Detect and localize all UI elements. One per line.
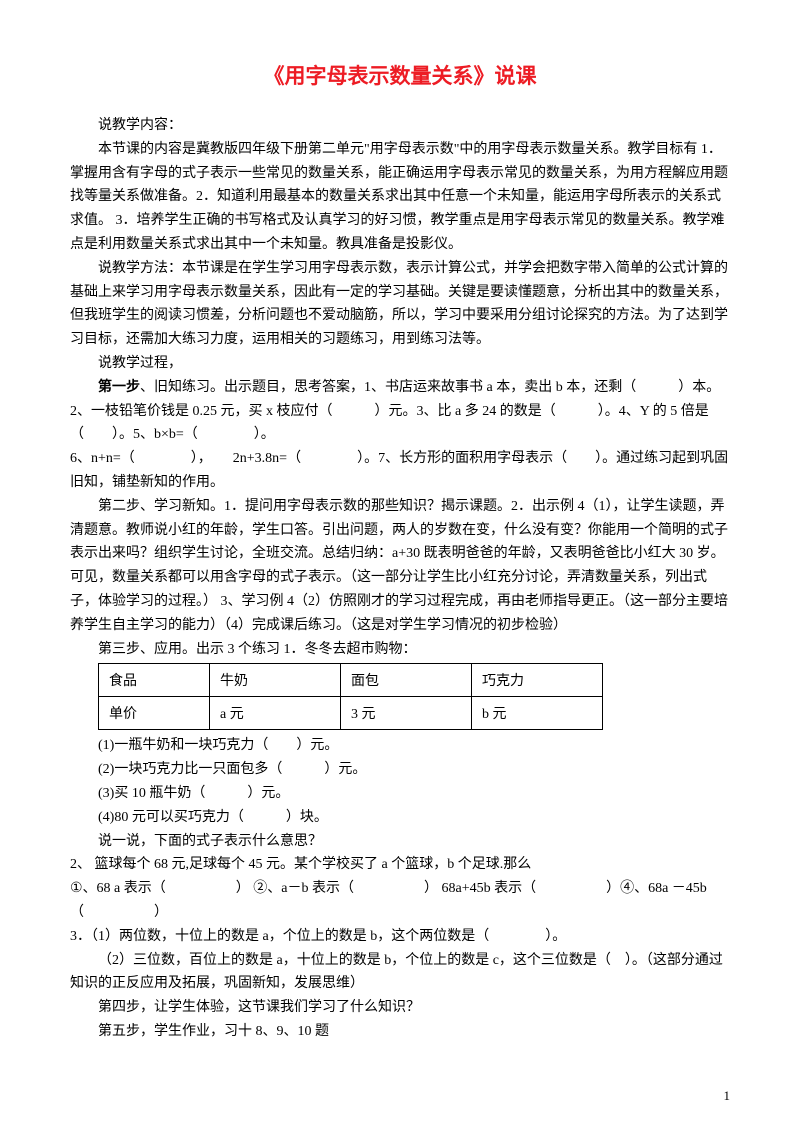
table-cell: 牛奶 (210, 664, 341, 697)
question-9: （2）三位数，百位上的数是 a，十位上的数是 b，个位上的数是 c，这个三位数是… (70, 949, 730, 997)
document-title: 《用字母表示数量关系》说课 (70, 60, 730, 90)
paragraph-process: 说教学过程， (70, 352, 730, 376)
page-number: 1 (724, 1088, 731, 1104)
question-6: 2、 篮球每个 68 元,足球每个 45 元。某个学校买了 a 个篮球，b 个足… (70, 853, 730, 877)
question-2: (2)一块巧克力比一只面包多（ ）元。 (70, 758, 730, 782)
table-cell: 面包 (341, 664, 472, 697)
question-1: (1)一瓶牛奶和一块巧克力（ ）元。 (70, 734, 730, 758)
step-1-label: 第一步 (98, 380, 140, 395)
paragraph-method: 说教学方法：本节课是在学生学习用字母表示数，表示计算公式，并学会把数字带入简单的… (70, 257, 730, 352)
table-row: 单价 a 元 3 元 b 元 (99, 697, 603, 730)
shopping-table: 食品 牛奶 面包 巧克力 单价 a 元 3 元 b 元 (98, 663, 603, 730)
question-3: (3)买 10 瓶牛奶（ ）元。 (70, 782, 730, 806)
step-1-text: 、旧知练习。出示题目，思考答案，1、书店运来故事书 a 本，卖出 b 本，还剩（… (70, 380, 720, 443)
step-4: 第四步，让学生体验，这节课我们学习了什么知识？ (70, 996, 730, 1020)
step-2: 第二步、学习新知。1．提问用字母表示数的那些知识？揭示课题。2．出示例 4（1）… (70, 495, 730, 638)
section-heading: 说教学内容： (70, 114, 730, 138)
step-1-cont: 6、n+n=（ ）， 2n+3.8n=（ ）。7、长方形的面积用字母表示（ ）。… (70, 447, 730, 495)
step-3: 第三步、应用。出示 3 个练习 1．冬冬去超市购物： (70, 638, 730, 662)
paragraph-content: 本节课的内容是冀教版四年级下册第二单元"用字母表示数"中的用字母表示数量关系。教… (70, 138, 730, 257)
table-cell: 单价 (99, 697, 210, 730)
question-5: 说一说，下面的式子表示什么意思？ (70, 830, 730, 854)
question-4: (4)80 元可以买巧克力（ ）块。 (70, 806, 730, 830)
step-1: 第一步、旧知练习。出示题目，思考答案，1、书店运来故事书 a 本，卖出 b 本，… (70, 376, 730, 447)
question-8: 3．（1）两位数，十位上的数是 a，个位上的数是 b，这个两位数是（ ）。 (70, 925, 730, 949)
step-5: 第五步，学生作业，习十 8、9、10 题 (70, 1020, 730, 1044)
table-cell: 食品 (99, 664, 210, 697)
table-row: 食品 牛奶 面包 巧克力 (99, 664, 603, 697)
table-cell: 3 元 (341, 697, 472, 730)
table-cell: b 元 (472, 697, 603, 730)
table-cell: a 元 (210, 697, 341, 730)
table-cell: 巧克力 (472, 664, 603, 697)
question-7: ①、68 a 表示（ ） ②、a－b 表示（ ） 68a+45b 表示（ ）④、… (70, 877, 730, 925)
